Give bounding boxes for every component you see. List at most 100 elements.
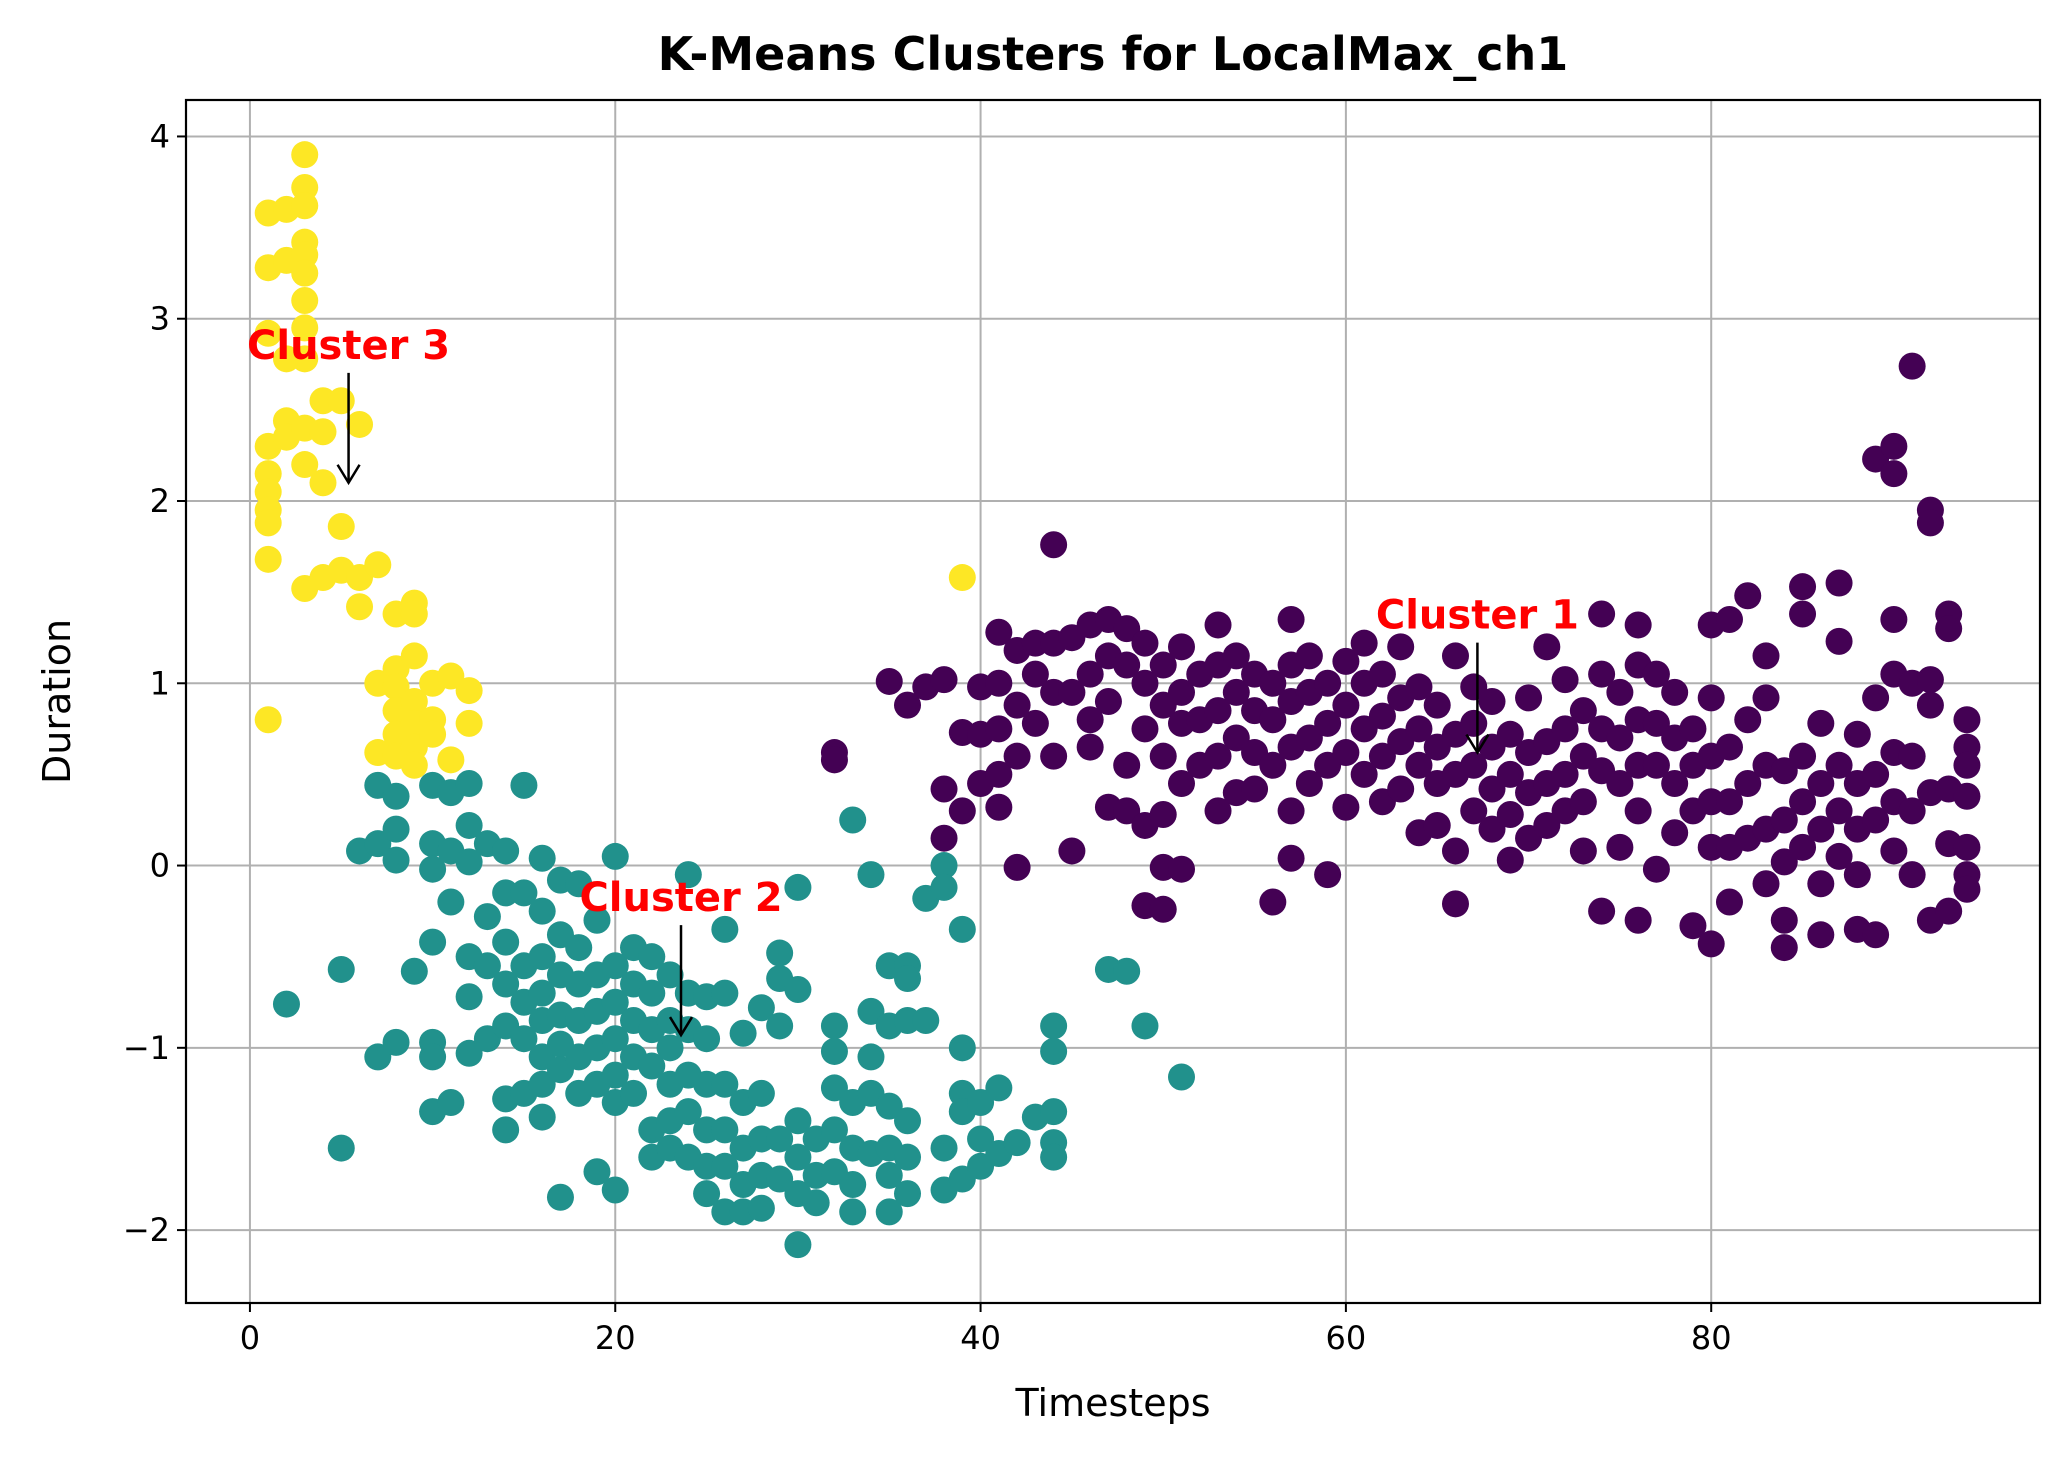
data-point <box>455 848 483 876</box>
data-point <box>291 287 319 314</box>
data-point <box>1222 678 1250 706</box>
data-point <box>1113 797 1141 825</box>
data-point <box>1441 642 1469 670</box>
data-point <box>656 1034 684 1062</box>
data-point <box>784 1143 812 1171</box>
data-point <box>583 1158 611 1186</box>
data-point <box>1898 352 1926 380</box>
data-point <box>473 952 501 980</box>
data-point <box>1387 633 1415 661</box>
data-point <box>528 1070 556 1098</box>
data-point <box>455 677 483 705</box>
data-point <box>1533 811 1561 839</box>
cluster-3-series <box>254 141 976 779</box>
data-point <box>1916 509 1944 537</box>
x-tick-label: 80 <box>1691 1319 1732 1357</box>
data-point <box>364 1043 392 1071</box>
data-point <box>327 955 355 983</box>
data-point <box>1405 751 1433 779</box>
data-point <box>784 975 812 1003</box>
data-point <box>1332 691 1360 719</box>
data-point <box>1003 742 1031 770</box>
data-point <box>455 709 483 737</box>
data-point <box>1478 815 1506 843</box>
data-point <box>857 997 885 1025</box>
data-point <box>473 903 501 931</box>
data-point <box>711 915 739 943</box>
data-point <box>492 1116 520 1144</box>
data-point <box>1350 760 1378 788</box>
data-point <box>1935 897 1963 925</box>
data-point <box>510 771 538 799</box>
data-point <box>291 259 319 287</box>
data-point <box>1916 691 1944 719</box>
data-point <box>1277 797 1305 825</box>
data-point <box>985 715 1013 743</box>
data-point <box>291 451 319 479</box>
data-point <box>948 1034 976 1062</box>
data-point <box>875 1092 903 1120</box>
data-point <box>674 1098 702 1126</box>
data-point <box>1478 775 1506 803</box>
data-point <box>1935 615 1963 643</box>
arrow-head <box>336 464 361 486</box>
data-point <box>1204 697 1232 725</box>
data-point <box>1734 582 1762 610</box>
y-tick-label: 0 <box>150 847 170 885</box>
data-point <box>711 1152 739 1180</box>
data-point <box>1880 432 1908 460</box>
data-point <box>1661 678 1689 706</box>
data-point <box>1843 861 1871 889</box>
data-point <box>820 1074 848 1102</box>
data-point <box>1734 770 1762 798</box>
data-point <box>1588 600 1616 628</box>
y-tick-label: −1 <box>123 1029 170 1067</box>
data-point <box>894 1143 922 1171</box>
data-point <box>1222 724 1250 752</box>
data-point <box>656 961 684 989</box>
data-point <box>1752 684 1780 712</box>
data-point <box>1040 742 1068 770</box>
y-tick-label: 1 <box>150 664 170 702</box>
data-point <box>1551 760 1579 788</box>
data-point <box>1167 1063 1195 1091</box>
data-point <box>1040 531 1068 559</box>
data-point <box>1752 642 1780 670</box>
data-point <box>1496 801 1524 829</box>
data-point <box>638 1052 666 1080</box>
data-point <box>419 855 447 883</box>
data-point <box>528 1103 556 1131</box>
data-point <box>784 1231 812 1259</box>
data-point <box>1496 720 1524 748</box>
data-point <box>1040 1012 1068 1040</box>
data-point <box>492 837 520 865</box>
data-point <box>1259 751 1287 779</box>
data-point <box>1204 797 1232 825</box>
data-point <box>601 988 629 1016</box>
data-point <box>1807 921 1835 949</box>
data-point <box>1569 837 1597 865</box>
data-point <box>1789 600 1817 628</box>
data-point <box>1789 573 1817 601</box>
data-point <box>1734 706 1762 734</box>
data-point <box>1113 651 1141 679</box>
data-point <box>1076 660 1104 688</box>
data-point <box>419 720 447 748</box>
data-point <box>528 844 556 872</box>
data-point <box>1533 633 1561 661</box>
data-point <box>1040 1037 1068 1065</box>
data-point <box>601 952 629 980</box>
data-point <box>1003 691 1031 719</box>
data-point <box>967 1089 995 1116</box>
gridlines <box>186 100 2040 1303</box>
data-point <box>1770 757 1798 785</box>
data-point <box>839 1198 867 1226</box>
cluster-annotation: Cluster 2 <box>579 875 783 1038</box>
data-point <box>382 782 410 810</box>
data-point <box>1295 724 1323 752</box>
data-point <box>601 842 629 870</box>
data-point <box>875 1198 903 1226</box>
data-point <box>1405 673 1433 701</box>
data-point <box>1423 811 1451 839</box>
data-point <box>1789 788 1817 816</box>
